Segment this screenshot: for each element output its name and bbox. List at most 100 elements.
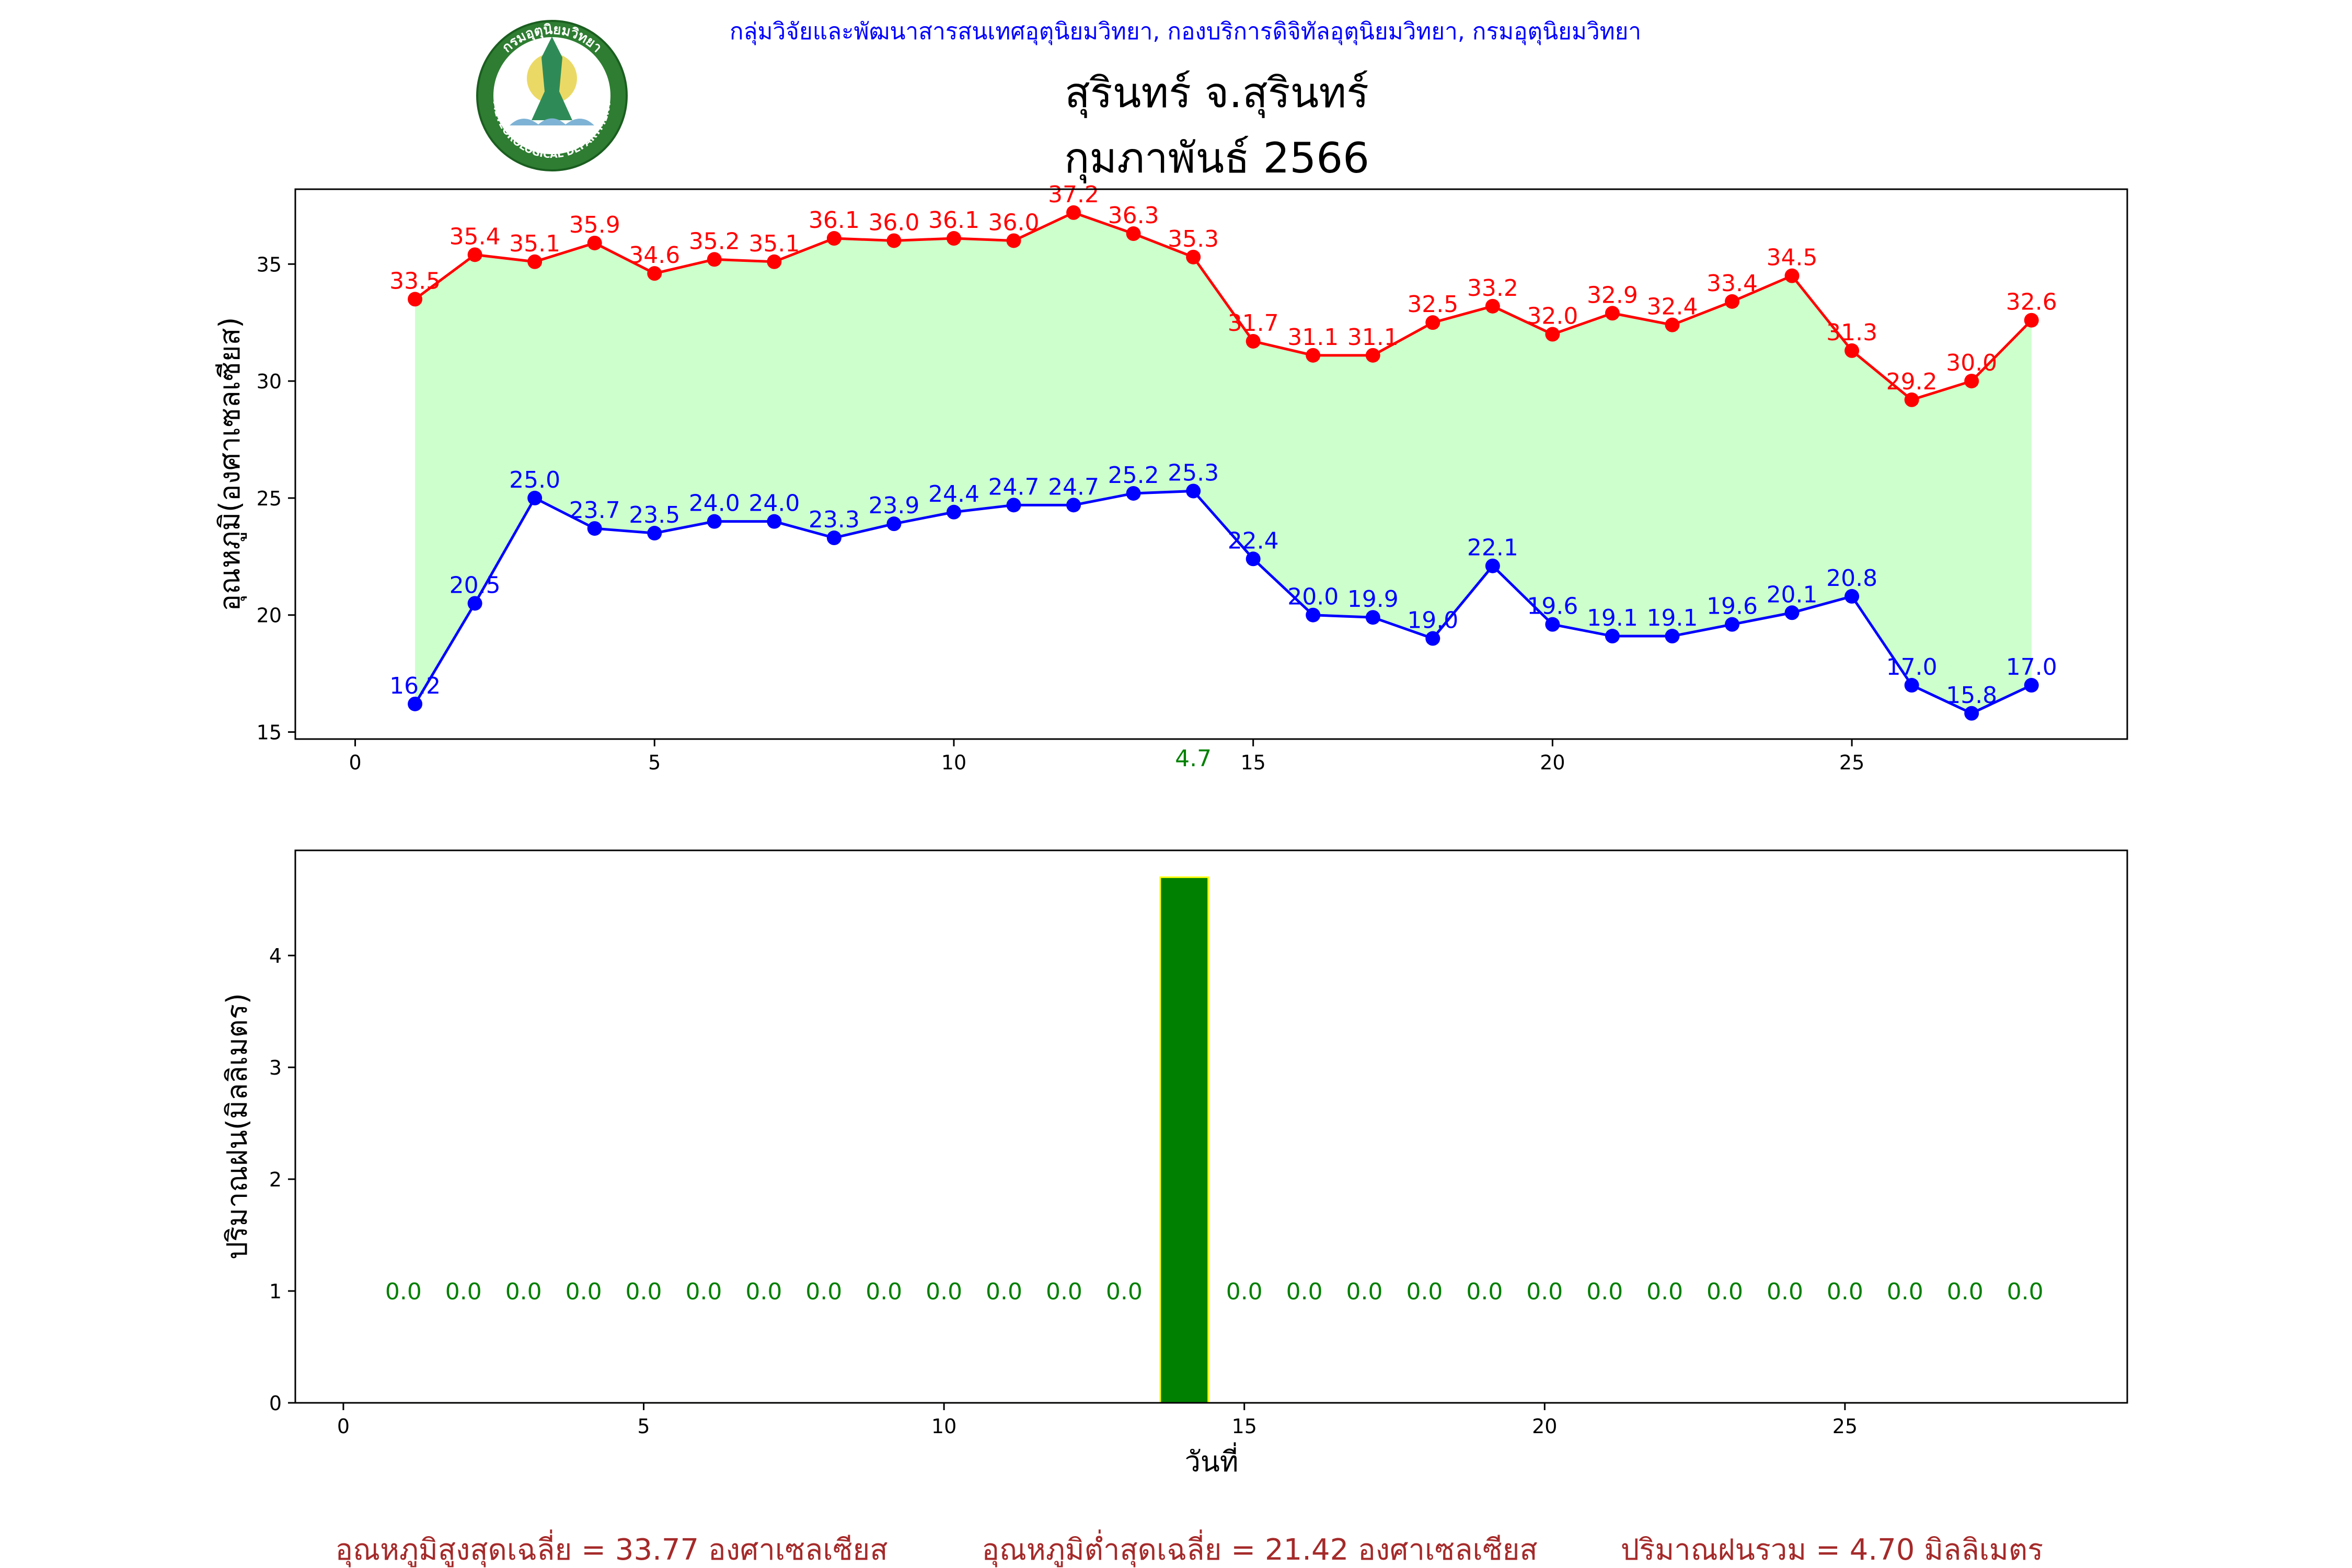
min-temperature-label: 22.1 (1467, 535, 1518, 561)
min-temperature-label: 24.7 (1048, 474, 1099, 500)
rainfall-label: 0.0 (1526, 1278, 1563, 1305)
footer-avg-max: อุณหภูมิสูงสุดเฉลี่ย = 33.77 องศาเซลเซีย… (335, 1529, 887, 1567)
rainfall-x-tick-label: 20 (1532, 1415, 1557, 1438)
min-temperature-label: 24.4 (928, 481, 979, 508)
temperature-x-tick-label: 20 (1540, 751, 1565, 774)
max-temperature-point (1006, 233, 1021, 248)
max-temperature-label: 31.7 (1228, 310, 1279, 337)
max-temperature-point (1306, 348, 1321, 363)
max-temperature-label: 33.5 (389, 268, 441, 294)
min-temperature-label: 19.6 (1707, 593, 1758, 620)
min-temperature-label: 16.2 (389, 673, 441, 699)
min-temperature-point (1006, 498, 1021, 513)
logo-deity-icon (532, 37, 572, 120)
temperature-lines (413, 211, 2033, 715)
rainfall-label: 0.0 (566, 1278, 602, 1305)
max-temperature-point (587, 235, 602, 250)
max-temperature-label: 31.3 (1826, 319, 1877, 346)
max-temperature-label: 35.1 (748, 230, 800, 257)
rainfall-label: 0.0 (1827, 1278, 1863, 1305)
rainfall-label: 0.0 (1286, 1278, 1323, 1305)
max-temperature-label: 35.9 (569, 212, 620, 238)
temperature-axis-ticks: 0 5 10 15 20 25 15 20 25 30 35 (257, 253, 1865, 774)
tmd-logo: กรมอุตุนิยมวิทยา METEOROLOGICAL DEPARTME… (476, 20, 628, 171)
min-temperature-label: 19.9 (1347, 586, 1399, 613)
station-title: สุรินทร์ จ.สุรินทร์ (1065, 68, 1369, 118)
max-temperature-point (467, 247, 482, 262)
temperature-y-tick-label: 25 (257, 487, 282, 510)
rainfall-y-tick-label: 2 (269, 1168, 282, 1191)
rainfall-chart: 0.0 0.0 0.0 0.0 0.0 0.0 0.0 0.0 0.0 0.0 0.0 0.0 0.0 0… (221, 849, 2128, 1478)
max-temperature-point (1605, 306, 1620, 321)
logo-cloud-icon (510, 118, 594, 125)
max-temperature-point (1365, 348, 1380, 363)
min-temperature-label: 19.1 (1646, 605, 1698, 631)
max-temperature-label: 32.5 (1407, 291, 1458, 318)
min-temperature-label: 19.6 (1527, 593, 1578, 620)
temperature-y-tick-label: 35 (257, 253, 282, 276)
max-temperature-point (1126, 226, 1141, 241)
rainfall-label: 0.0 (385, 1278, 422, 1305)
min-temperature-point (1425, 631, 1440, 646)
rainfall-data-labels: 0.0 0.0 0.0 0.0 0.0 0.0 0.0 0.0 0.0 0.0 0.0 0.0 0.0 0… (385, 1278, 2044, 1305)
max-temperature-label: 34.5 (1767, 245, 1818, 271)
rainfall-y-tick-label: 3 (269, 1056, 282, 1079)
max-temperature-point (1485, 298, 1500, 314)
min-temperature-label: 25.0 (509, 467, 560, 493)
min-temperature-label: 23.9 (868, 492, 919, 519)
max-temperature-point (1725, 294, 1740, 309)
max-temperature-point (1904, 392, 1919, 407)
max-temperature-point (946, 231, 961, 246)
max-temperature-point (707, 252, 722, 267)
temperature-x-tick-label: 25 (1839, 751, 1864, 774)
rainfall-label: 0.0 (866, 1278, 902, 1305)
min-temperature-point (1066, 498, 1081, 513)
min-temperature-line (413, 489, 2032, 715)
max-temperature-label: 36.0 (988, 209, 1040, 236)
org-line: กลุ่มวิจัยและพัฒนาสารสนเทศอุตุนิยมวิทยา,… (730, 18, 1641, 45)
rainfall-label: 0.0 (1707, 1278, 1743, 1305)
max-temperature-point (2024, 313, 2039, 328)
min-temperature-label: 24.0 (748, 490, 800, 517)
footer-avg-min: อุณหภูมิต่ำสุดเฉลี่ย = 21.42 องศาเซลเซีย… (982, 1529, 1537, 1567)
min-temperature-label: 24.7 (988, 474, 1040, 500)
max-temperature-label: 32.0 (1527, 303, 1578, 330)
max-temperature-point (1186, 249, 1201, 264)
rainfall-x-tick-label: 0 (337, 1415, 350, 1438)
max-temperature-label: 36.1 (928, 207, 979, 234)
min-temperature-point (467, 596, 482, 611)
temperature-x-tick-label: 5 (648, 751, 661, 774)
min-temperature-point (1126, 486, 1141, 501)
min-temperature-label: 25.2 (1108, 462, 1159, 489)
temperature-range-fill (415, 212, 2032, 713)
min-temperature-point (1365, 610, 1380, 625)
period-title: กุมภาพันธ์ 2566 (1064, 134, 1369, 183)
min-temperature-point (1246, 551, 1261, 567)
max-temperature-label: 31.1 (1347, 324, 1399, 351)
max-temperature-label: 35.4 (449, 223, 501, 250)
min-temperature-label: 24.0 (689, 490, 740, 517)
max-temperature-point (1665, 317, 1680, 332)
max-temperature-label: 35.3 (1168, 226, 1219, 252)
min-temperature-point (1725, 617, 1740, 632)
rainfall-label: 0.0 (986, 1278, 1022, 1305)
rainfall-label: 0.0 (1226, 1278, 1263, 1305)
temperature-fill-area (415, 212, 2032, 713)
max-temperature-label: 36.0 (868, 209, 919, 236)
max-temperature-label: 34.6 (629, 242, 680, 269)
min-temperature-label: 15.8 (1946, 682, 1997, 709)
rainfall-y-tick-label: 1 (269, 1280, 282, 1303)
max-temperature-point (408, 292, 423, 307)
max-temperature-point (647, 266, 662, 281)
max-temperature-label: 31.1 (1287, 324, 1339, 351)
min-temperature-label: 17.0 (2006, 654, 2057, 681)
min-temperature-label: 20.8 (1826, 565, 1877, 592)
rainfall-label: 0.0 (1767, 1278, 1803, 1305)
rainfall-label: 0.0 (1346, 1278, 1383, 1305)
max-temperature-label: 32.6 (2006, 289, 2057, 316)
rainfall-y-tick-label: 0 (269, 1392, 282, 1415)
rainfall-x-tick-label: 5 (637, 1415, 650, 1438)
rainfall-label: 0.0 (805, 1278, 842, 1305)
max-temperature-point (1964, 374, 1979, 389)
